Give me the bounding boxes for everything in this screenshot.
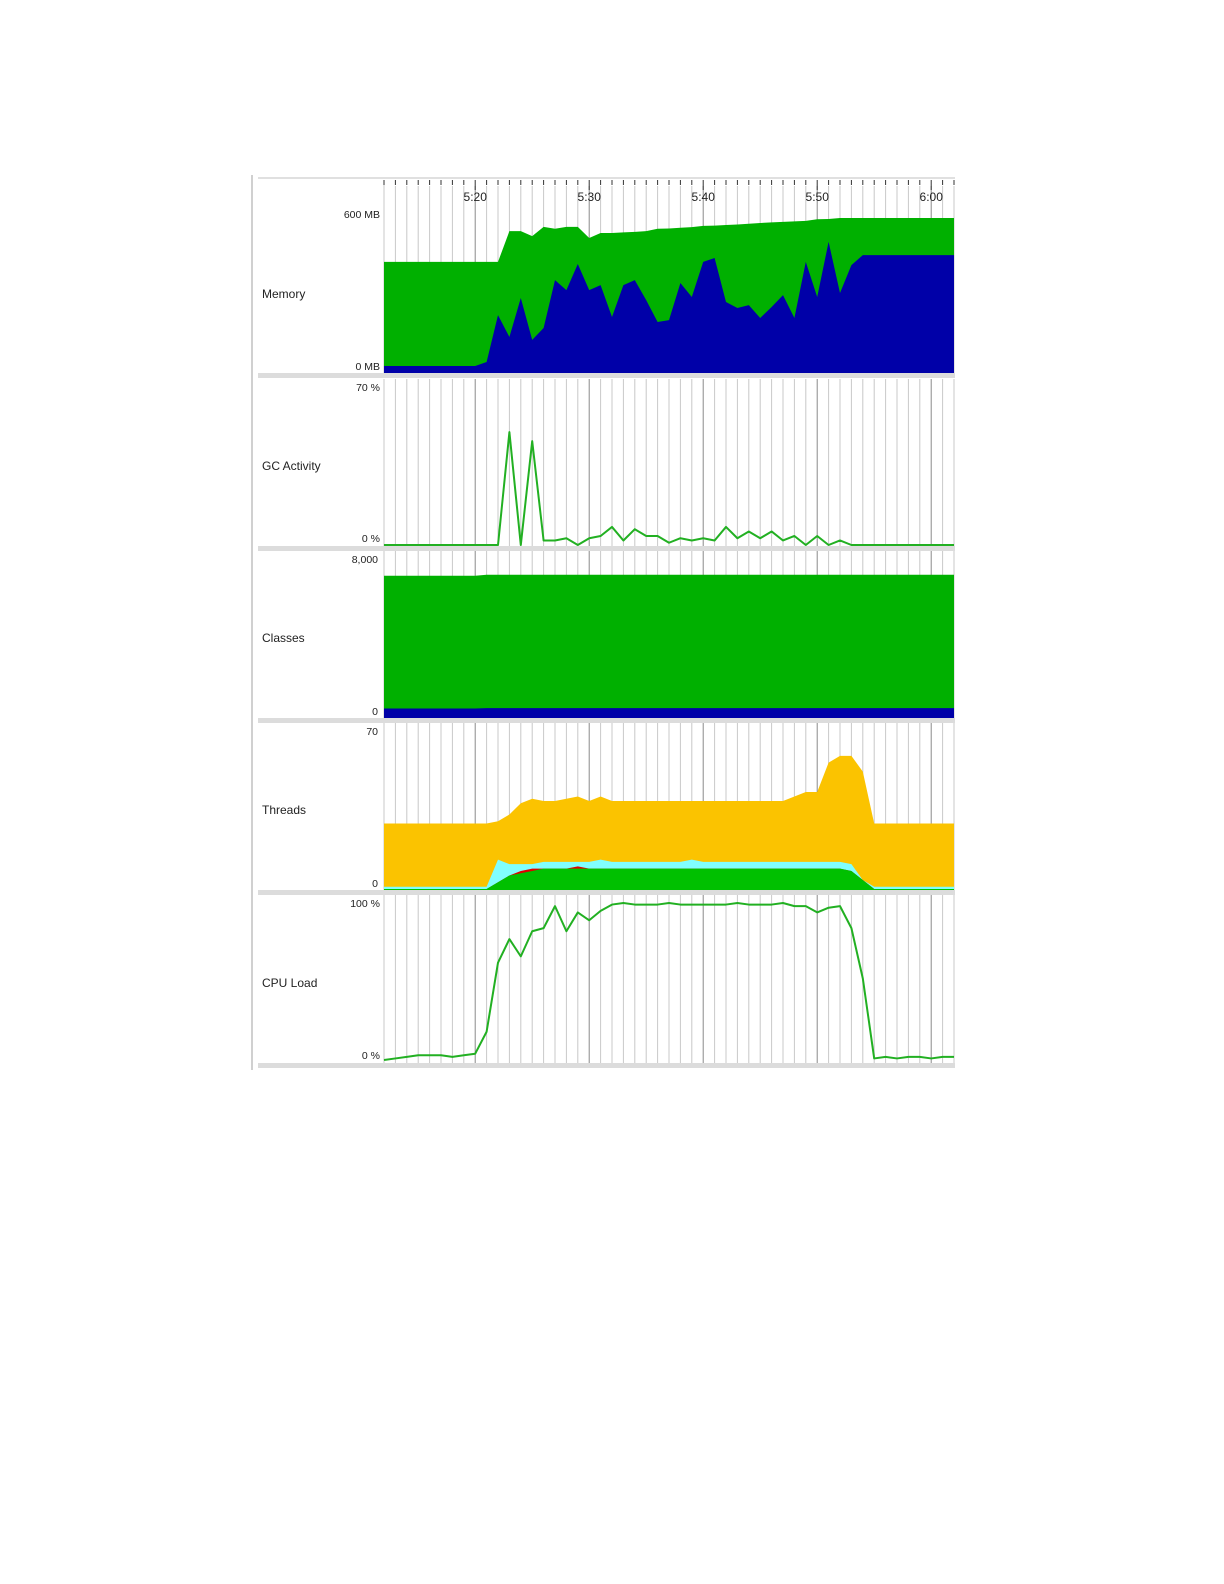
- panel-separator: [258, 546, 955, 551]
- panel-label-threads: Threads: [262, 803, 306, 817]
- y-tick-min: 0: [372, 878, 378, 890]
- panel-separator: [258, 890, 955, 895]
- y-tick-max: 70 %: [356, 382, 380, 394]
- panel-separator: [258, 1063, 955, 1068]
- classes-area-series-0: [384, 574, 954, 718]
- time-tick-label: 5:20: [464, 190, 488, 204]
- y-tick-max: 600 MB: [344, 209, 380, 221]
- panel-label-memory: Memory: [262, 287, 305, 301]
- y-tick-min: 0: [372, 706, 378, 718]
- y-tick-max: 70: [366, 726, 378, 738]
- time-tick-label: 5:40: [692, 190, 716, 204]
- panel-separator: [258, 718, 955, 723]
- panel-label-cpu-load: CPU Load: [262, 976, 317, 990]
- y-tick-min: 0 %: [362, 1050, 380, 1062]
- panel-separator: [258, 373, 955, 378]
- time-tick-label: 6:00: [920, 190, 944, 204]
- classes-area-series-1: [384, 708, 954, 718]
- y-tick-min: 0 MB: [355, 361, 380, 373]
- y-tick-max: 100 %: [350, 898, 380, 910]
- threads-area-series-0: [384, 755, 954, 890]
- memory-area-series-1: [384, 241, 954, 373]
- panel-label-gc-activity: GC Activity: [262, 459, 321, 473]
- y-tick-min: 0 %: [362, 533, 380, 545]
- marks-layer: [258, 217, 955, 1068]
- panel-label-classes: Classes: [262, 631, 305, 645]
- y-tick-max: 8,000: [352, 554, 378, 566]
- threads-area-series-3: [384, 868, 954, 890]
- time-tick-label: 5:50: [806, 190, 830, 204]
- time-axis: 5:20 5:30 5:40 5:50 6:00: [383, 180, 955, 204]
- time-tick-label: 5:30: [578, 190, 602, 204]
